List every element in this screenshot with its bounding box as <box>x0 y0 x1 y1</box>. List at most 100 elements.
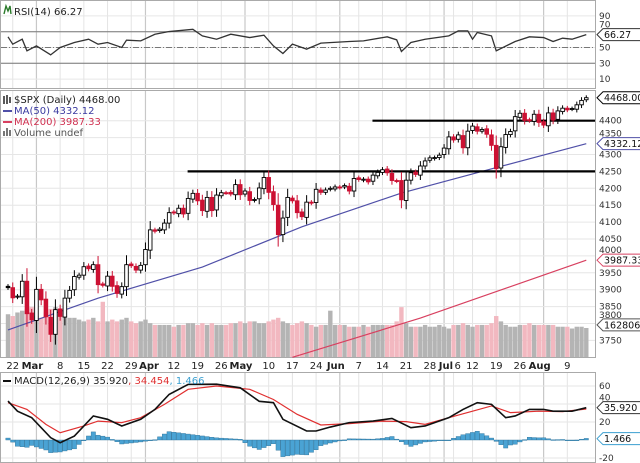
volume-bar <box>238 321 243 357</box>
macd-histogram-bar <box>413 439 419 446</box>
macd-histogram-bar <box>133 439 139 443</box>
volume-bar <box>247 321 252 357</box>
macd-histogram-bar <box>119 439 125 445</box>
rsi-y-tick: 30 <box>599 59 611 69</box>
macd-histogram-bar <box>517 439 523 443</box>
macd-histogram-bar <box>271 439 276 444</box>
candle-body <box>62 297 68 318</box>
macd-histogram-bar <box>479 433 485 441</box>
candlestick <box>72 270 77 297</box>
price-y-tick: 4250 <box>599 167 622 177</box>
macd-histogram-bar <box>574 439 580 441</box>
macd-histogram-bar <box>569 439 575 442</box>
macd-histogram-bar <box>441 439 447 442</box>
candlestick <box>422 157 428 170</box>
volume-bar <box>95 321 101 357</box>
candle-body <box>152 229 158 232</box>
macd-histogram-bar <box>342 439 347 441</box>
candlestick <box>456 131 461 143</box>
macd-histogram-bar <box>218 437 224 441</box>
candle-body <box>261 177 267 190</box>
macd-histogram-bar <box>555 439 561 441</box>
macd-histogram-bar <box>560 439 565 441</box>
candle-body <box>67 289 72 299</box>
candle-body <box>479 129 485 132</box>
macd-histogram-bar <box>261 439 267 448</box>
macd-histogram-bar <box>541 437 547 441</box>
volume-bar <box>470 326 475 357</box>
candlestick <box>238 179 243 200</box>
candlestick <box>91 261 96 273</box>
volume-bar <box>5 314 11 357</box>
macd-histogram-bar <box>337 439 343 442</box>
candle-body <box>389 172 395 181</box>
ma200-line <box>292 259 587 358</box>
volume-bar <box>294 323 300 357</box>
macd-histogram-bar <box>152 439 158 441</box>
candle-body <box>456 134 461 140</box>
candlestick <box>190 189 196 203</box>
volume-bar <box>484 324 489 357</box>
candle-body <box>57 308 63 317</box>
candle-body <box>427 157 433 161</box>
volume-bar <box>347 326 352 357</box>
candlestick <box>384 166 390 176</box>
price-y-tick: 4400 <box>599 117 622 127</box>
x-tick-label: 19 <box>490 361 503 372</box>
candle-body <box>34 288 39 321</box>
candlestick <box>209 191 215 217</box>
volume-bar <box>204 324 210 357</box>
volume-bar <box>517 324 523 357</box>
macd-histogram-bar <box>195 435 200 441</box>
volume-value-tag: 1628069 <box>596 318 640 332</box>
candle-body <box>238 184 243 196</box>
volume-bar <box>361 324 366 357</box>
candlestick <box>166 207 172 229</box>
macd-histogram-bar <box>100 435 106 441</box>
candle-body <box>541 121 546 126</box>
volume-bar <box>271 319 276 357</box>
candle-body <box>441 147 447 155</box>
price-y-tick: 4000 <box>599 246 622 256</box>
candlestick <box>318 187 324 195</box>
rsi-value-tag: 66.27 <box>596 28 640 41</box>
volume-bar <box>76 319 82 357</box>
candle-body <box>290 197 295 202</box>
macd-histogram-bar <box>147 439 153 442</box>
candlestick <box>233 179 238 200</box>
candle-body <box>465 130 471 149</box>
volume-bar <box>34 316 39 357</box>
macd-histogram-bar <box>304 439 310 456</box>
macd-histogram-bar <box>465 433 471 441</box>
volume-bar <box>261 323 267 357</box>
last-price-tag: 4468.00 <box>596 91 640 104</box>
volume-bar <box>242 323 248 357</box>
candlestick <box>76 272 82 280</box>
macd-histogram-bar <box>564 439 570 442</box>
macd-histogram-bar <box>313 439 319 450</box>
macd-histogram-bar <box>143 439 148 442</box>
candle-body <box>147 229 153 251</box>
candlestick <box>62 289 68 326</box>
candle-body <box>294 200 300 214</box>
candlestick <box>181 204 186 218</box>
candlestick <box>299 208 305 221</box>
rsi-chart-icon <box>3 3 12 15</box>
candlestick <box>105 271 110 292</box>
candlestick <box>242 188 248 197</box>
candle-body <box>242 190 248 195</box>
macd-histogram-bar <box>171 432 177 441</box>
candlestick <box>323 187 328 195</box>
candlestick <box>389 169 395 185</box>
x-tick-label: 9 <box>564 361 570 372</box>
volume-bar <box>313 326 319 357</box>
candle-body <box>574 104 580 110</box>
macd-histogram-bar <box>394 438 400 441</box>
candle-body <box>223 192 229 195</box>
candlestick <box>408 168 414 185</box>
rsi-y-tick: 10 <box>599 75 611 85</box>
volume-bar <box>181 324 186 357</box>
macd-histogram-bar <box>427 439 433 442</box>
candlestick <box>484 125 489 138</box>
x-tick-label: Jul <box>438 361 453 372</box>
